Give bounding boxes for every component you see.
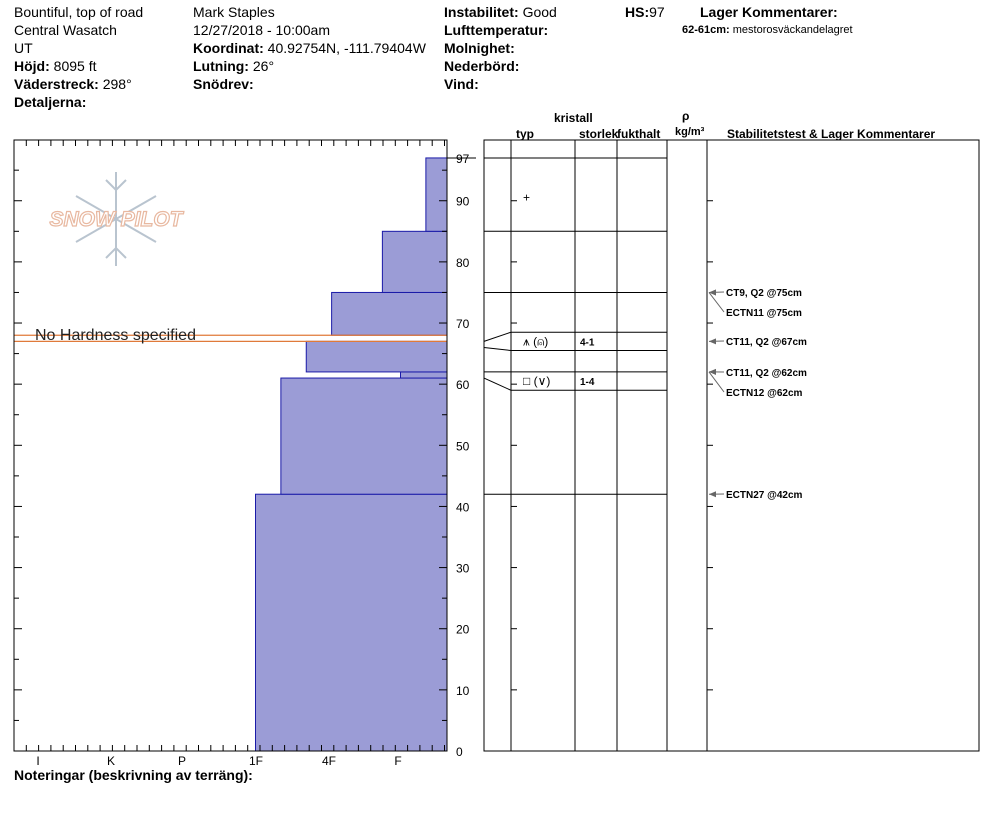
stability-test-label: CT9, Q2 @75cm (726, 288, 802, 299)
crystal-size: 4-1 (580, 337, 595, 348)
depth-connector (483, 377, 512, 391)
stability-test-label: CT11, Q2 @67cm (726, 337, 807, 348)
stability-test-pointer (708, 292, 725, 313)
details-label: Detaljerna: (14, 94, 87, 110)
stability-header: Stabilitetstest & Lager Kommentarer (727, 127, 936, 141)
hardness-bar (305, 340, 448, 373)
hardness-tick-label: K (107, 754, 115, 768)
depth-axis: 0 10 20 30 40 50 60 70 80 90 97 (14, 152, 476, 759)
crystal-header: kristall (554, 111, 593, 125)
wind-label: Vind: (444, 76, 479, 92)
snow-height: HS:97 (625, 4, 665, 20)
table-depth-ticks (511, 200, 713, 691)
no-hardness-layer (14, 334, 447, 343)
arrow-icon (709, 491, 716, 498)
layer-table-frame (483, 139, 980, 752)
hardness-tick-label: 4F (322, 754, 336, 768)
layer-comments-label: Lager Kommentarer: (700, 4, 838, 20)
hardness-bar (280, 377, 448, 495)
depth-tick-label: 10 (456, 684, 470, 698)
air-temperature-label: Lufttemperatur: (444, 22, 549, 38)
arrow-icon (709, 289, 716, 296)
size-header: storlek (579, 127, 619, 141)
depth-tick-label: 97 (456, 152, 470, 166)
crystal-size: 1-4 (580, 377, 595, 388)
depth-tick-label: 70 (456, 317, 470, 331)
snowpilot-watermark: SNOW PILOT (50, 208, 185, 231)
datetime: 12/27/2018 - 10:00am (193, 22, 330, 38)
elevation: Höjd: 8095 ft (14, 58, 97, 74)
crystal-form: + (523, 191, 530, 205)
depth-tick-label: 90 (456, 195, 470, 209)
hardness-bar (400, 371, 448, 379)
hardness-bar (381, 230, 448, 293)
snowflake-icon (75, 172, 157, 266)
depth-tick-label: 20 (456, 623, 470, 637)
coordinates: Koordinat: 40.92754N, -111.79404W (193, 40, 426, 56)
cloud-label: Molnighet: (444, 40, 515, 56)
depth-tick-label: 40 (456, 500, 470, 514)
stability-tests: CT9, Q2 @75cm ECTN11 @75cm CT11, Q2 @67cm C… (708, 288, 807, 501)
crystal-entries: + ⩚ (⍝) 4-1 □ (∨) 1-4 (523, 191, 595, 388)
arrow-icon (709, 368, 716, 375)
depth-tick-label: 50 (456, 439, 470, 453)
hardness-tick-label: F (394, 754, 401, 768)
stability-test-label: ECTN12 @62cm (726, 388, 803, 399)
observer: Mark Staples (193, 4, 275, 20)
no-hardness-label: No Hardness specified (35, 327, 196, 344)
instability: Instabilitet: Good (444, 4, 557, 20)
hardness-bar (425, 157, 448, 232)
layer-boundaries (483, 157, 667, 495)
stability-test-label: ECTN11 @75cm (726, 308, 802, 319)
hardness-tick-label: 1F (249, 754, 263, 768)
arrow-icon (709, 338, 716, 345)
hardness-tick-label: P (178, 754, 186, 768)
aspect: Väderstreck: 298° (14, 76, 132, 92)
stability-test-label: ECTN27 @42cm (726, 490, 803, 501)
depth-connector (483, 346, 512, 352)
density-header: kg/m³ (675, 126, 705, 138)
moisture-header: fukthalt (617, 127, 661, 141)
location: Bountiful, top of road (14, 4, 144, 20)
crystal-form: □ (∨) (523, 374, 550, 388)
type-header: typ (516, 127, 534, 141)
depth-tick-label: 0 (456, 745, 463, 759)
rho-header: ρ (682, 109, 690, 123)
state: UT (14, 40, 33, 56)
precipitation-label: Nederbörd: (444, 58, 520, 74)
hardness-bars (255, 157, 448, 752)
stability-test-pointer (708, 371, 725, 393)
drift-label: Snödrev: (193, 76, 254, 92)
depth-tick-label: 80 (456, 256, 470, 270)
notes-label: Noteringar (beskrivning av terräng): (14, 767, 253, 783)
hardness-bar (255, 493, 448, 752)
depth-connector (483, 331, 512, 342)
layer-comment: 62-61cm: mestorosväckandelagret (682, 24, 853, 36)
depth-tick-label: 60 (456, 378, 470, 392)
slope: Lutning: 26° (193, 58, 275, 74)
hardness-bar (331, 291, 448, 336)
depth-tick-label: 30 (456, 562, 470, 576)
range: Central Wasatch (14, 22, 117, 38)
hardness-tick-label: I (36, 754, 39, 768)
crystal-form: ⩚ (⍝) (523, 334, 548, 348)
stability-test-label: CT11, Q2 @62cm (726, 368, 807, 379)
hardness-axis: I K P 1F 4F F (13, 140, 445, 768)
